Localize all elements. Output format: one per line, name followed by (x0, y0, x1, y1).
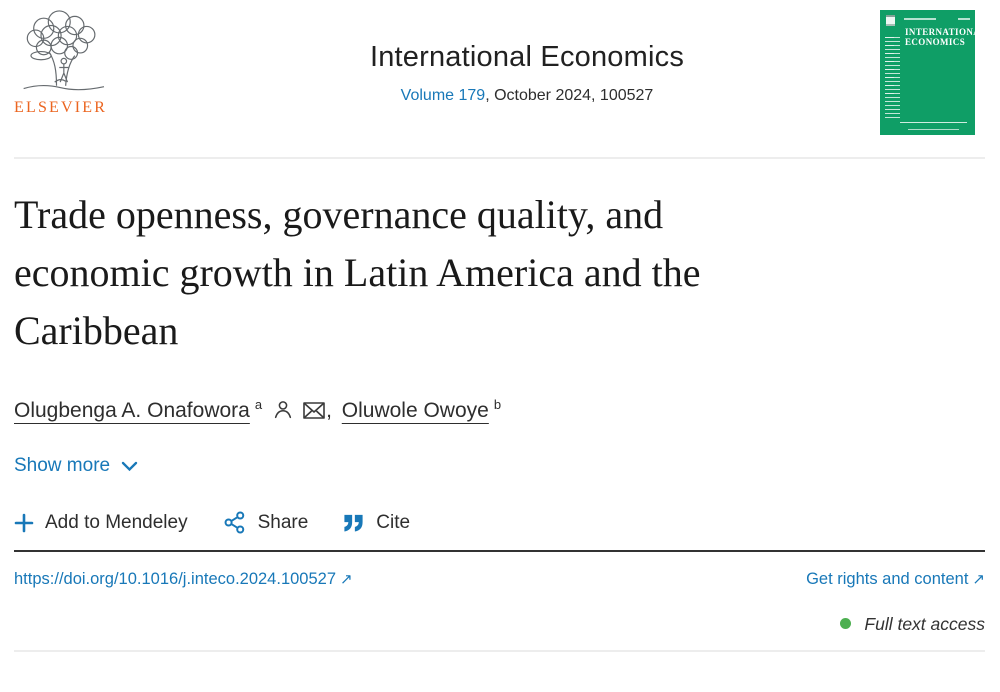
article-title: Trade openness, governance quality, and … (14, 186, 985, 360)
cite-button[interactable]: Cite (342, 512, 410, 534)
mendeley-label: Add to Mendeley (45, 511, 188, 533)
journal-title[interactable]: International Economics (369, 41, 685, 73)
elsevier-tree-icon (23, 10, 105, 91)
journal-cover[interactable]: INTERNATIONAL ECONOMICS (880, 10, 986, 135)
author-link-owoye[interactable]: Oluwole Owoye (341, 399, 489, 422)
show-more-label: Show more (14, 455, 111, 476)
cover-publisher-mark (886, 15, 895, 26)
doi-row: https://doi.org/10.1016/j.inteco.2024.10… (14, 570, 985, 589)
cite-icon (344, 514, 363, 532)
volume-line: Volume 179, October 2024, 100527 (174, 87, 880, 105)
external-link-icon: ↗ (340, 571, 353, 588)
footer-divider (14, 650, 985, 652)
external-link-icon: ↗ (972, 571, 985, 588)
cover-journal-title: INTERNATIONAL ECONOMICS (905, 27, 986, 47)
action-bar: Add to Mendeley Share Cite (14, 510, 985, 535)
author-separator: , (326, 399, 332, 422)
access-status-dot (840, 618, 852, 629)
doi-link[interactable]: https://doi.org/10.1016/j.inteco.2024.10… (14, 570, 353, 589)
section-divider (14, 550, 985, 552)
cover-contents-list-overlay (885, 37, 894, 97)
journal-banner: ELSEVIER International Economics Volume … (0, 0, 1000, 149)
get-rights-link[interactable]: Get rights and content ↗ (806, 570, 985, 589)
cover-issn-text (958, 18, 970, 20)
add-to-mendeley-button[interactable]: Add to Mendeley (14, 512, 188, 534)
author-affiliation-b: b (493, 397, 502, 412)
access-row: Full text access (14, 614, 985, 635)
author-affiliation-a: a (254, 397, 263, 412)
elsevier-logo[interactable]: ELSEVIER (14, 8, 174, 117)
access-label: Full text access (864, 614, 985, 634)
volume-link[interactable]: Volume 179 (400, 86, 486, 104)
cover-top-text (904, 18, 936, 20)
show-more-button[interactable]: Show more (14, 455, 138, 477)
chevron-down-icon (121, 461, 138, 471)
plus-icon (14, 513, 34, 532)
cover-footer-rule (900, 122, 967, 127)
share-icon (224, 511, 244, 534)
share-button[interactable]: Share (222, 510, 309, 535)
author-link-onafowora[interactable]: Olugbenga A. Onafowora (14, 399, 250, 422)
elsevier-wordmark: ELSEVIER (14, 99, 108, 116)
cite-label: Cite (376, 511, 411, 533)
envelope-icon[interactable] (302, 400, 326, 421)
person-icon (274, 401, 292, 419)
cover-title-line2: ECONOMICS (905, 37, 966, 47)
article-title-line3: Caribbean (14, 308, 179, 353)
article-title-line2: economic growth in Latin America and the (14, 250, 701, 295)
author-list: Olugbenga A. Onafowora a, Oluwole Owoye b (14, 397, 985, 423)
share-label: Share (257, 511, 309, 533)
rights-text: Get rights and content (806, 570, 969, 588)
cover-footer-text (908, 129, 959, 130)
doi-text: https://doi.org/10.1016/j.inteco.2024.10… (14, 570, 336, 588)
issue-info: , October 2024, 100527 (485, 86, 654, 104)
journal-header: International Economics Volume 179, Octo… (174, 8, 880, 105)
article-title-line1: Trade openness, governance quality, and (14, 192, 664, 237)
cover-title-line1: INTERNATIONAL (905, 27, 987, 37)
header-divider (14, 157, 985, 159)
